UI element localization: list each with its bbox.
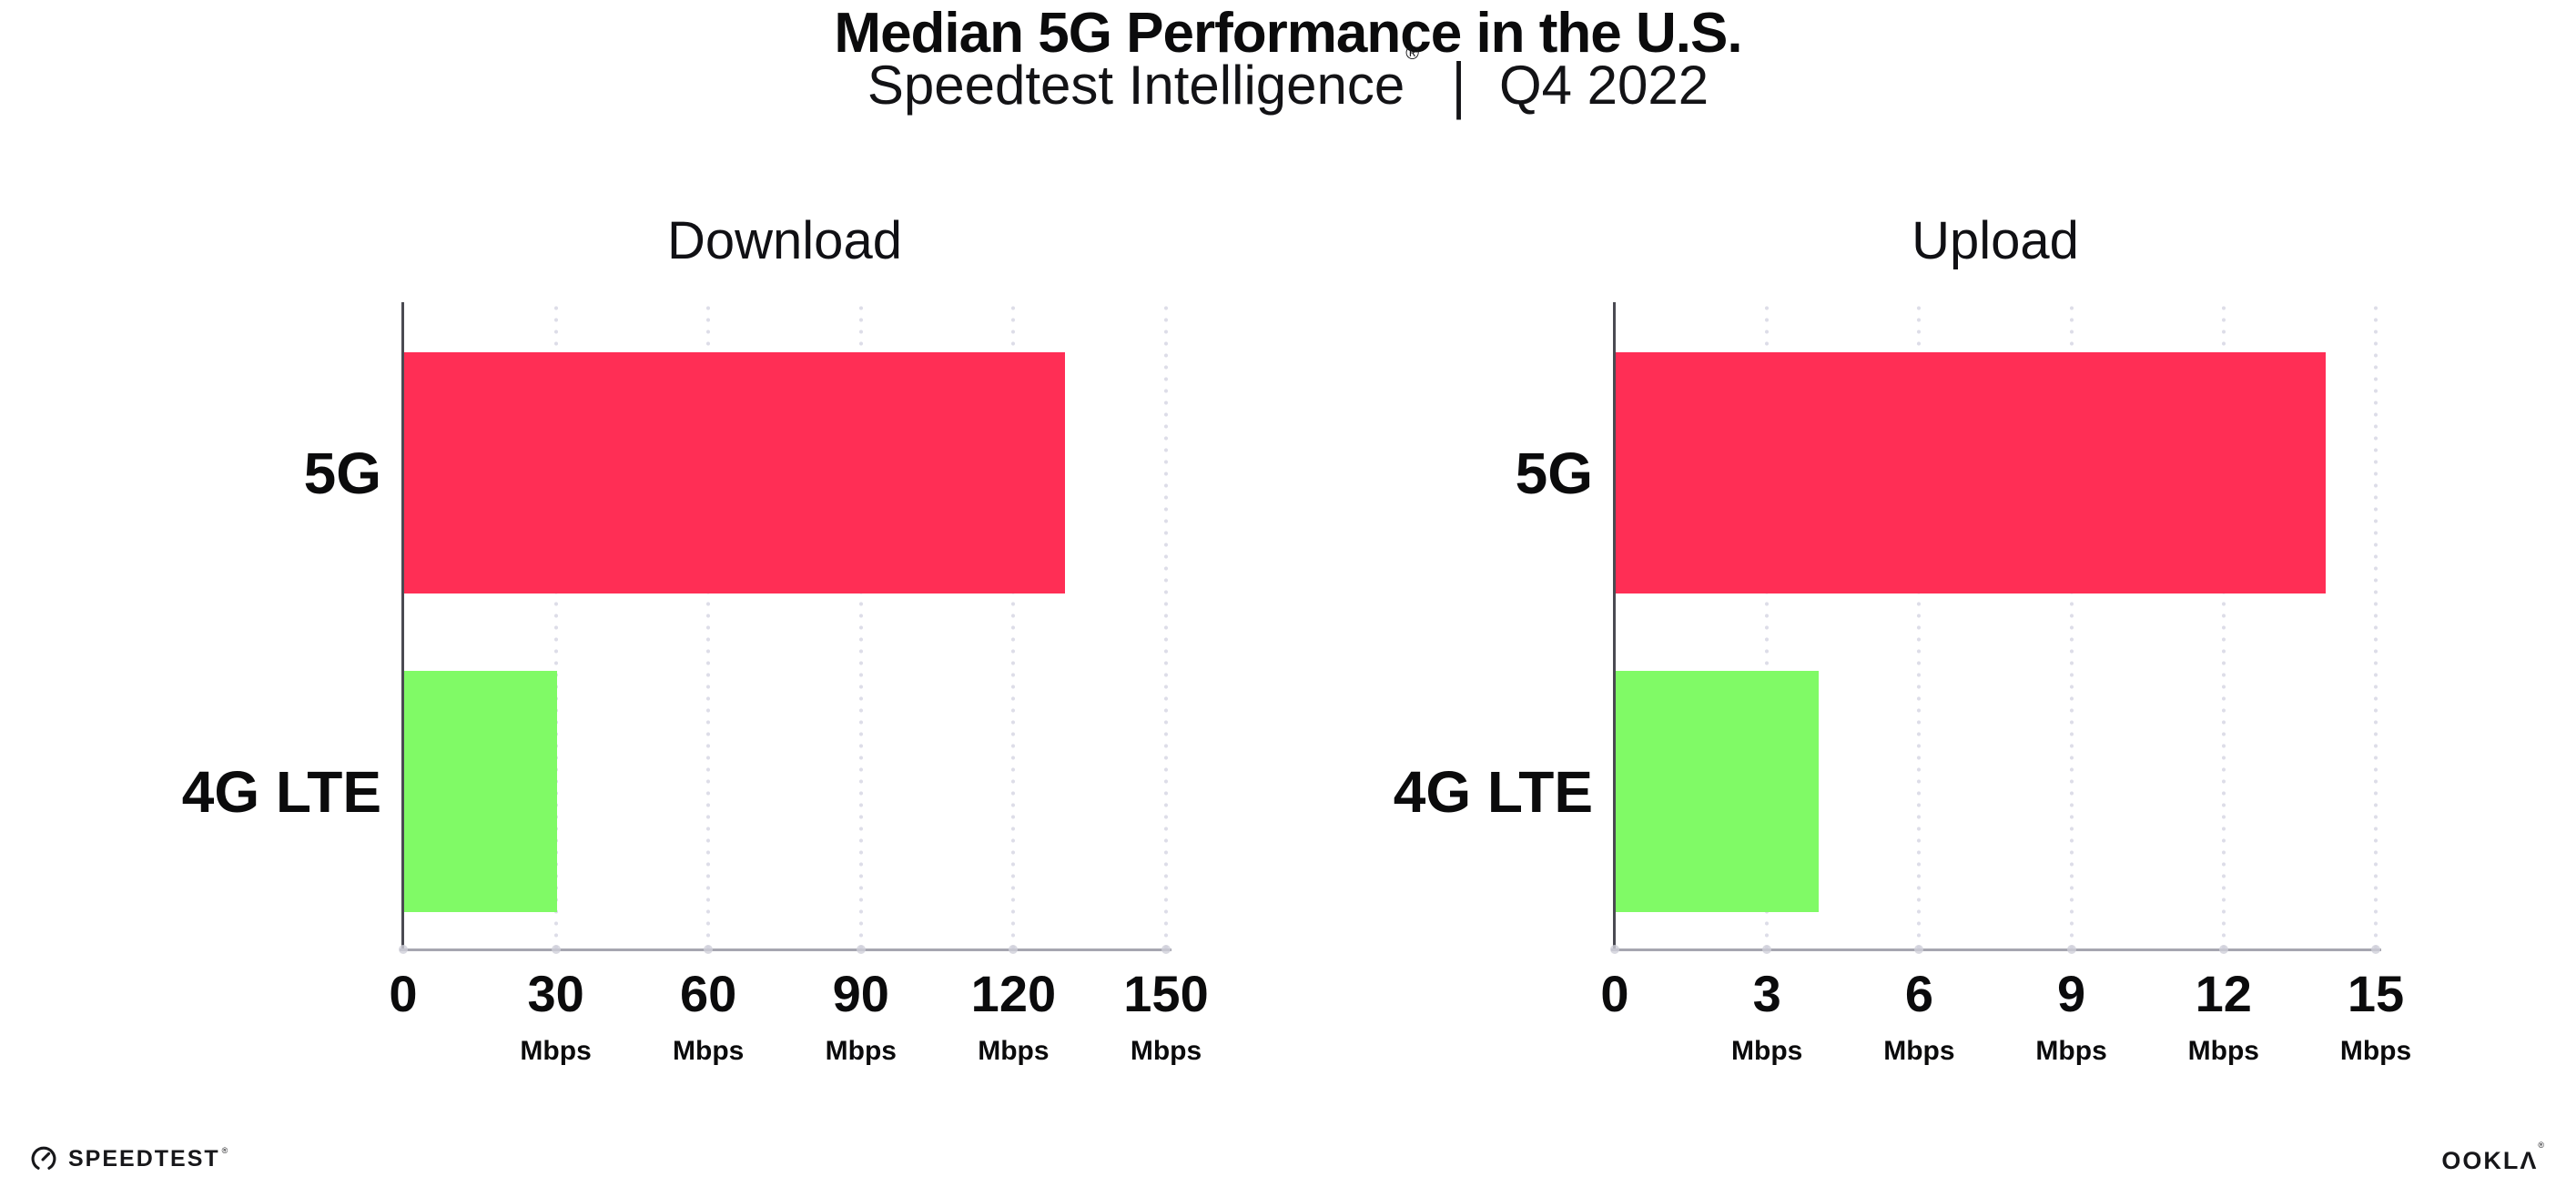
gridline-30-mbps — [553, 302, 558, 950]
bar-4g-lte-download — [404, 671, 557, 912]
x-tick-label-6-upload: 6 — [1904, 965, 1933, 1022]
baseline-tick-dot-30-download — [551, 945, 561, 954]
baseline-tick-dot-90-download — [856, 945, 866, 954]
row-label-4g-lte-download: 4G LTE — [181, 759, 381, 825]
gridline-120-mbps — [1011, 302, 1016, 950]
x-tick-label-15-upload: 15 — [2347, 965, 2405, 1022]
x-tick-label-150-download: 150 — [1123, 965, 1209, 1022]
x-tick-label-30-download: 30 — [527, 965, 584, 1022]
x-tick-label-0-download: 0 — [389, 965, 418, 1022]
ookla-registered-mark-icon: ® — [2538, 1141, 2544, 1150]
x-axis-baseline-download — [400, 948, 1171, 951]
baseline-tick-dot-6-upload — [1914, 945, 1924, 954]
bar-4g-lte-upload — [1616, 671, 1819, 912]
x-tick-label-120-download: 120 — [970, 965, 1057, 1022]
gridline-6-mbps — [1917, 302, 1922, 950]
baseline-tick-dot-15-upload — [2371, 945, 2380, 954]
x-tick-unit-12-upload: Mbps — [2187, 1036, 2259, 1066]
gridline-15-mbps — [2374, 302, 2378, 950]
x-tick-label-9-upload: 9 — [2057, 965, 2086, 1022]
x-tick-unit-60-download: Mbps — [673, 1036, 745, 1066]
x-tick-unit-150-download: Mbps — [1130, 1036, 1202, 1066]
x-tick-unit-90-download: Mbps — [825, 1036, 897, 1066]
x-tick-label-0-upload: 0 — [1600, 965, 1629, 1022]
gridline-12-mbps — [2221, 302, 2226, 950]
ookla-logo: OOKLΛ ® — [2441, 1141, 2544, 1174]
gridline-9-mbps — [2069, 302, 2074, 950]
ookla-wordmark: OOKLΛ — [2441, 1147, 2539, 1174]
x-tick-label-12-upload: 12 — [2195, 965, 2252, 1022]
speedtest-registered-mark-icon: ® — [221, 1146, 228, 1155]
baseline-tick-dot-120-download — [1009, 945, 1019, 954]
y-axis-spine-upload — [1613, 302, 1616, 950]
x-tick-unit-6-upload: Mbps — [1883, 1036, 1955, 1066]
x-tick-label-90-download: 90 — [832, 965, 889, 1022]
x-axis-baseline-upload — [1611, 948, 2381, 951]
row-label-4g-lte-upload: 4G LTE — [1393, 759, 1593, 825]
gridline-60-mbps — [706, 302, 711, 950]
registered-trademark-icon: ® — [1405, 44, 1420, 64]
x-tick-unit-120-download: Mbps — [978, 1036, 1050, 1066]
subtitle-separator: | — [1451, 49, 1466, 120]
baseline-tick-dot-12-upload — [2218, 945, 2228, 954]
speedtest-logo: SPEEDTEST ® — [30, 1145, 228, 1172]
x-tick-label-3-upload: 3 — [1752, 965, 1781, 1022]
y-axis-spine-download — [401, 302, 404, 950]
page-title: Median 5G Performance in the U.S. — [834, 2, 1742, 65]
x-tick-unit-9-upload: Mbps — [2035, 1036, 2107, 1066]
gridline-150-mbps — [1164, 302, 1168, 950]
x-tick-unit-30-download: Mbps — [520, 1036, 592, 1066]
baseline-tick-dot-3-upload — [1762, 945, 1772, 954]
baseline-tick-dot-0-download — [399, 945, 408, 954]
x-tick-unit-3-upload: Mbps — [1731, 1036, 1803, 1066]
subtitle-brand: Speedtest Intelligence — [867, 55, 1405, 116]
bar-5g-upload — [1616, 352, 2326, 593]
page-subtitle: Speedtest Intelligence® | Q4 2022 — [0, 45, 2576, 117]
baseline-tick-dot-9-upload — [2066, 945, 2076, 954]
speedtest-gauge-icon — [31, 1146, 56, 1170]
gridline-90-mbps — [858, 302, 863, 950]
baseline-tick-dot-60-download — [704, 945, 714, 954]
baseline-tick-dot-0-upload — [1610, 945, 1619, 954]
panel-title-download: Download — [667, 211, 902, 270]
baseline-tick-dot-150-download — [1161, 945, 1171, 954]
subtitle-period: Q4 2022 — [1498, 55, 1709, 116]
panel-title-upload: Upload — [1912, 211, 2079, 270]
x-tick-unit-15-upload: Mbps — [2339, 1036, 2412, 1066]
row-label-5g-upload: 5G — [1515, 441, 1593, 506]
gridline-3-mbps — [1765, 302, 1770, 950]
x-tick-label-60-download: 60 — [680, 965, 737, 1022]
row-label-5g-download: 5G — [303, 441, 381, 506]
bar-5g-download — [404, 352, 1065, 593]
speedtest-wordmark: SPEEDTEST — [68, 1145, 220, 1172]
